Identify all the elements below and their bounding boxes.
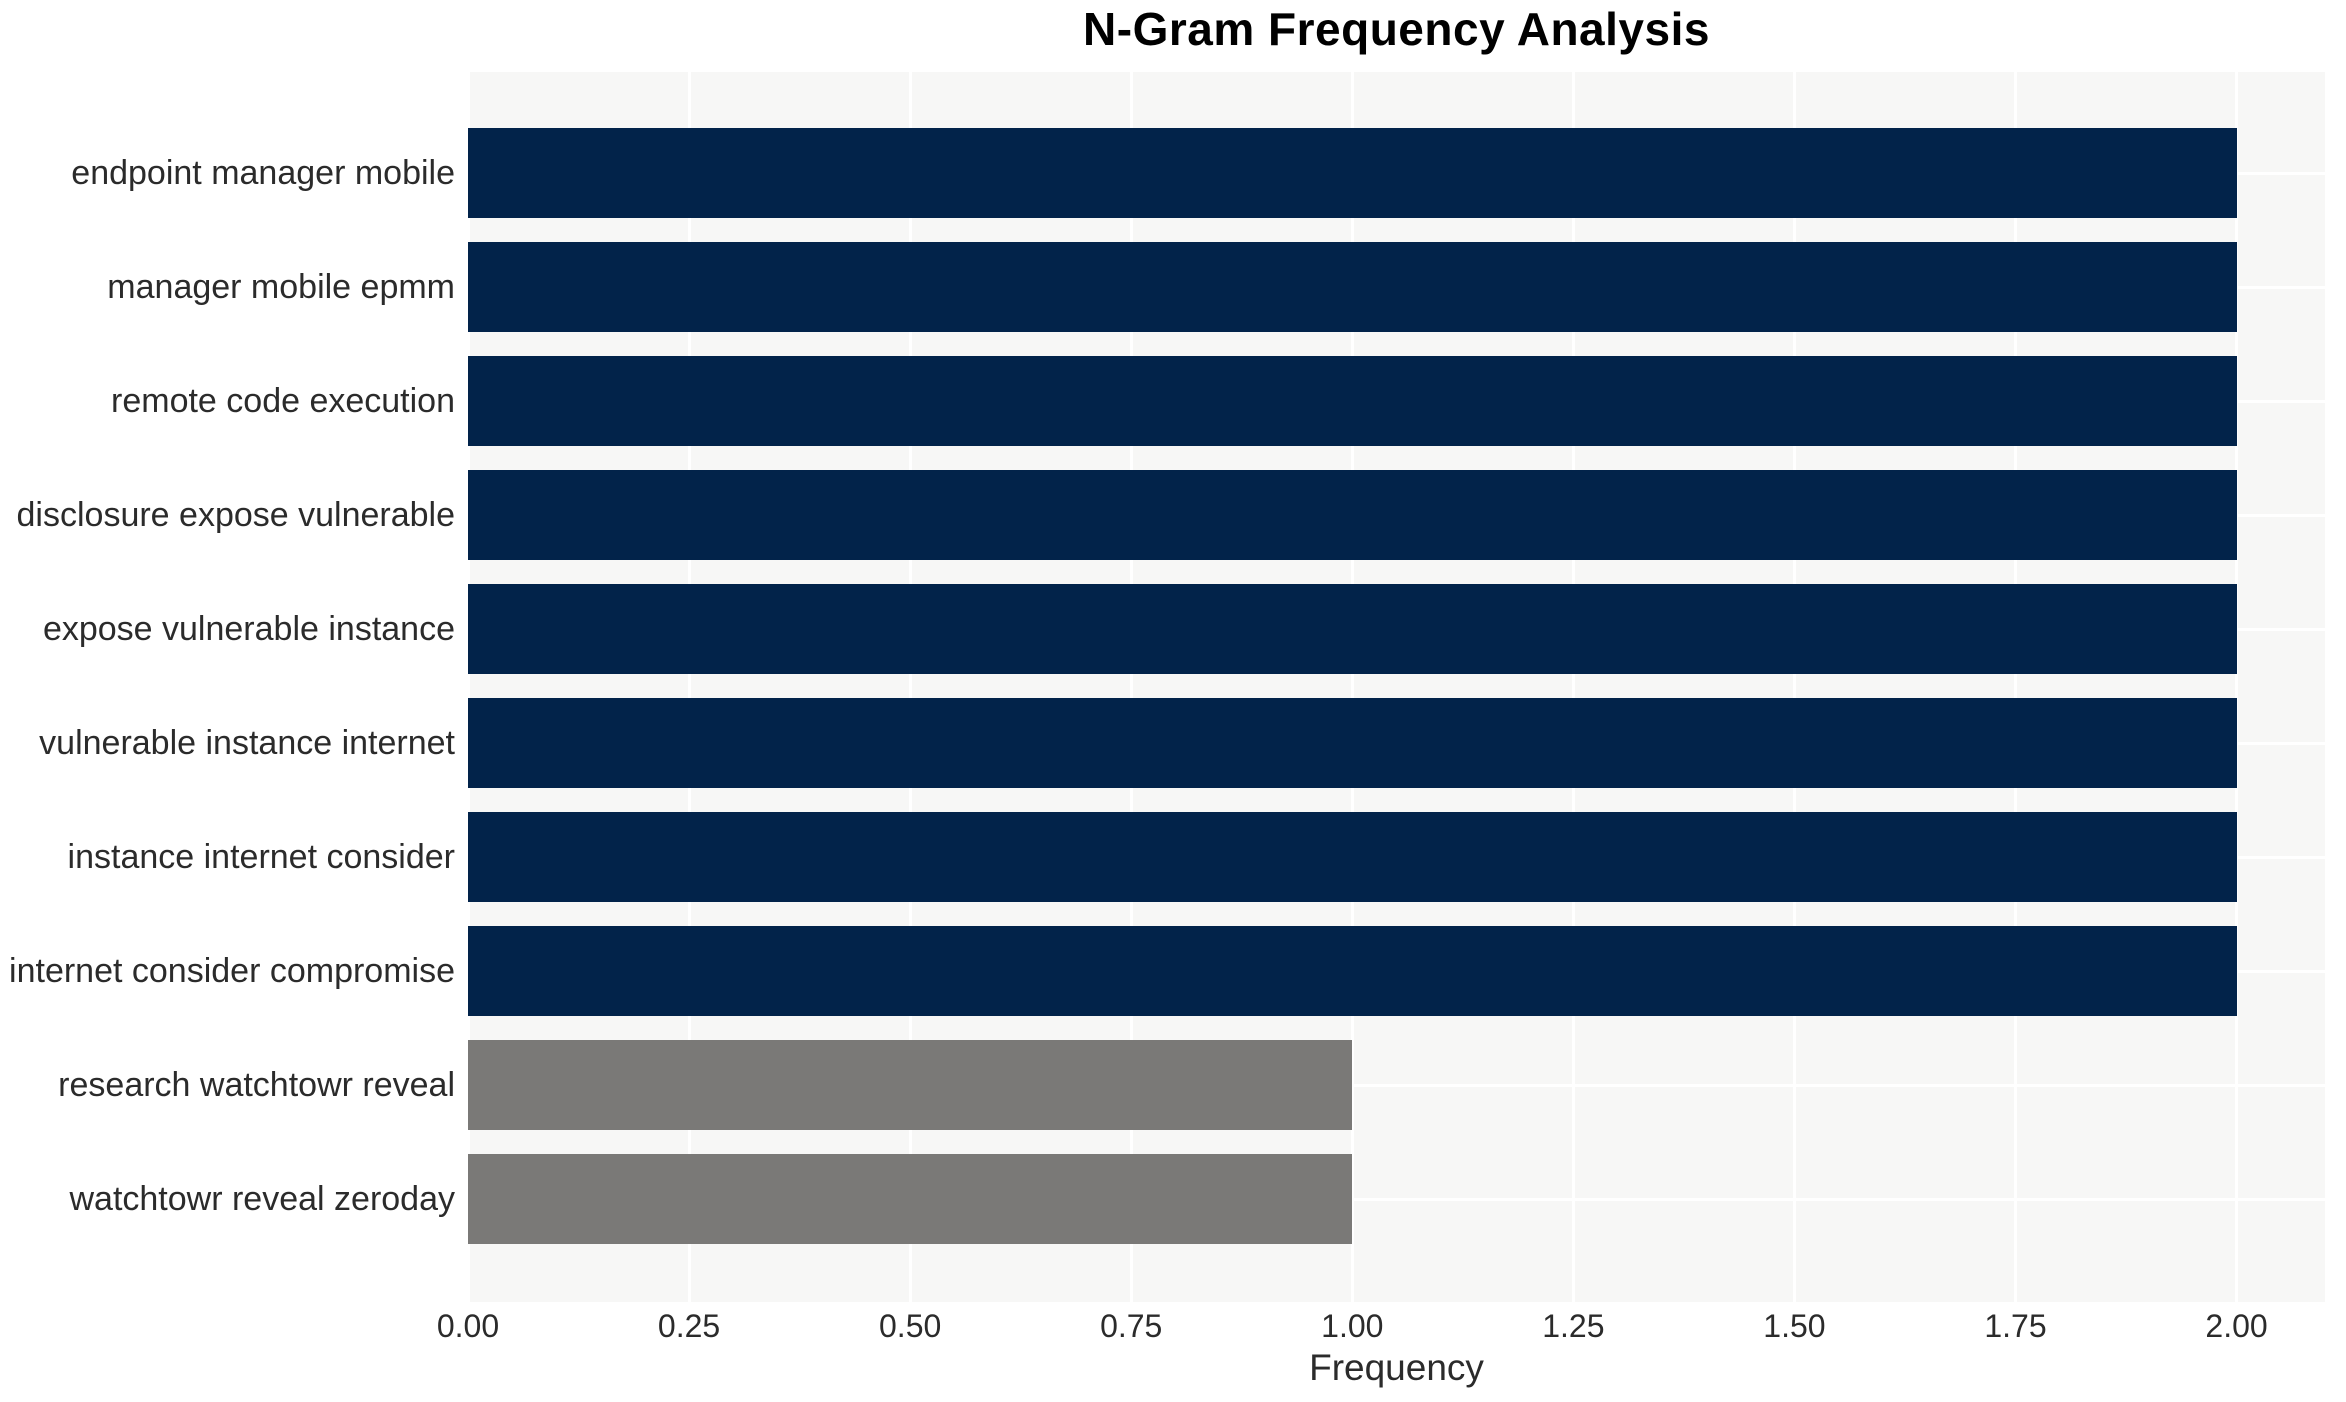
bar <box>468 1154 1353 1244</box>
v-gridline <box>1350 72 1354 1302</box>
bar <box>468 584 2237 674</box>
y-tick-label: internet consider compromise <box>9 952 455 990</box>
h-gridline <box>468 1083 2325 1087</box>
y-tick-label: disclosure expose vulnerable <box>16 496 455 534</box>
bar <box>468 242 2237 332</box>
bar <box>468 1040 1353 1130</box>
v-gridline <box>466 72 470 1302</box>
x-tick-label: 0.00 <box>436 1308 500 1344</box>
bar <box>468 698 2237 788</box>
v-gridline <box>2235 72 2239 1302</box>
x-tick-label: 1.00 <box>1321 1308 1384 1344</box>
x-tick-label: 1.75 <box>1984 1308 2047 1344</box>
v-gridline <box>1792 72 1796 1302</box>
bar <box>468 812 2237 902</box>
y-tick-label: remote code execution <box>111 382 455 420</box>
x-tick-label: 0.25 <box>657 1308 721 1344</box>
v-gridline <box>1129 72 1133 1302</box>
bar <box>468 926 2237 1016</box>
x-tick-label: 1.50 <box>1763 1308 1826 1344</box>
x-tick-label: 0.50 <box>879 1308 942 1344</box>
v-gridline <box>687 72 691 1302</box>
h-gridline <box>468 1197 2325 1201</box>
y-tick-label: expose vulnerable instance <box>42 610 455 648</box>
x-tick-label: 0.75 <box>1100 1308 1163 1344</box>
y-tick-label: endpoint manager mobile <box>71 154 455 192</box>
v-gridline <box>908 72 912 1302</box>
y-tick-label: research watchtowr reveal <box>58 1066 455 1104</box>
x-tick-label: 2.00 <box>2205 1308 2268 1344</box>
plot-area <box>466 72 2325 1302</box>
bar <box>468 356 2237 446</box>
y-tick-label: vulnerable instance internet <box>39 724 455 762</box>
bar <box>468 128 2237 218</box>
x-tick-label: 1.25 <box>1542 1308 1605 1344</box>
y-tick-label: manager mobile epmm <box>107 268 455 306</box>
y-tick-label: instance internet consider <box>67 838 455 876</box>
v-gridline <box>1571 72 1575 1302</box>
y-tick-label: watchtowr reveal zeroday <box>69 1180 455 1218</box>
bar <box>468 470 2237 560</box>
chart-title: N-Gram Frequency Analysis <box>1083 3 1710 55</box>
x-axis-title: Frequency <box>1309 1347 1484 1388</box>
v-gridline <box>2014 72 2017 1302</box>
